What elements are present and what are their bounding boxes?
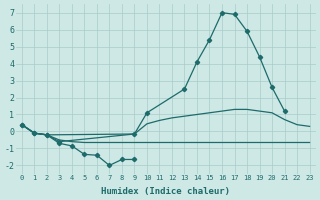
X-axis label: Humidex (Indice chaleur): Humidex (Indice chaleur)	[101, 187, 230, 196]
